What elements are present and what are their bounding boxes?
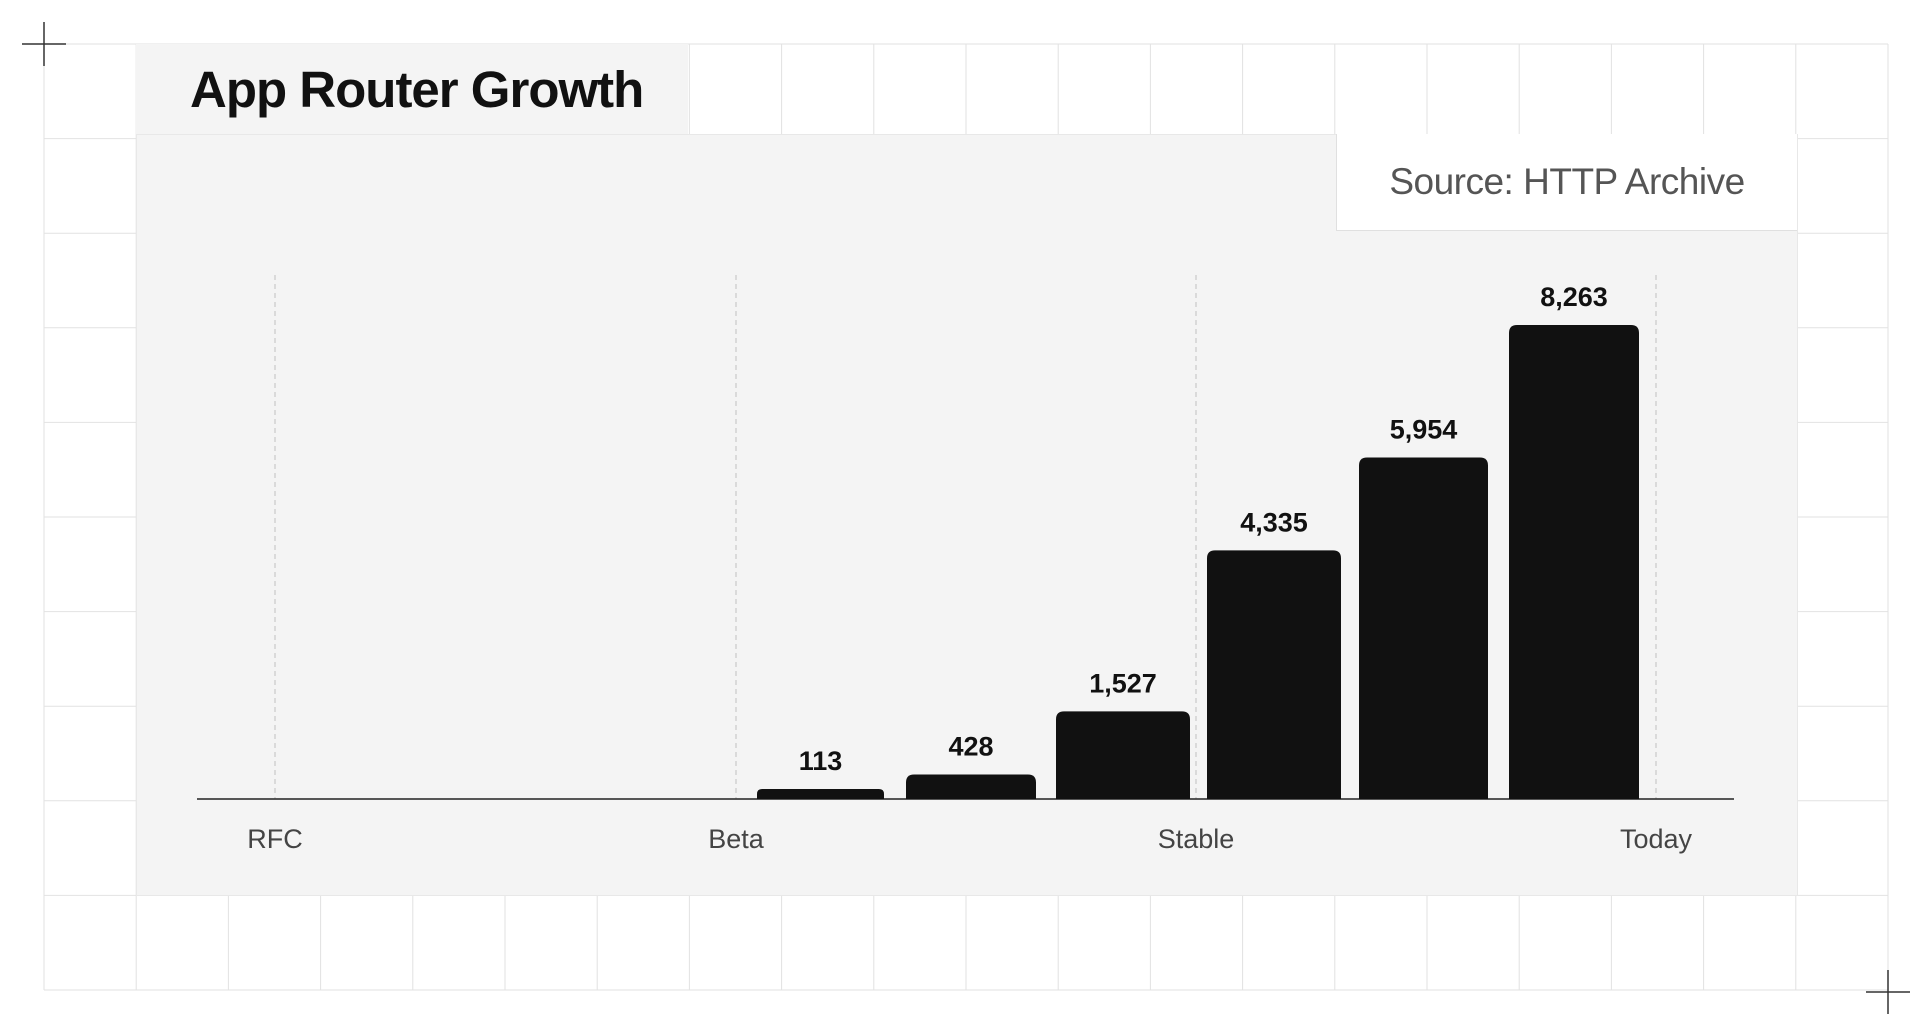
bar-value-label: 8,263 [1540,282,1608,312]
bar [1207,550,1341,799]
source-box: Source: HTTP Archive [1336,134,1797,231]
bar [757,789,884,799]
bar-value-label: 5,954 [1390,414,1458,444]
bar [1509,325,1639,799]
bar [1359,457,1488,799]
source-label: Source: HTTP Archive [1389,161,1745,202]
title-box: App Router Growth [136,44,688,134]
bar-value-label: 4,335 [1240,507,1308,537]
bar-value-label: 1,527 [1089,668,1157,698]
crosshair-bottom-right-icon [1866,970,1910,1014]
bar [906,774,1036,799]
milestone-label: Stable [1158,824,1235,854]
crosshair-top-left-icon [22,22,66,66]
chart-title: App Router Growth [190,60,644,118]
bar-value-label: 428 [948,731,993,761]
bar [1056,711,1190,799]
milestone-label: Today [1620,824,1693,854]
milestone-label: Beta [708,824,765,854]
milestone-label: RFC [247,824,303,854]
bar-value-label: 113 [799,746,843,776]
